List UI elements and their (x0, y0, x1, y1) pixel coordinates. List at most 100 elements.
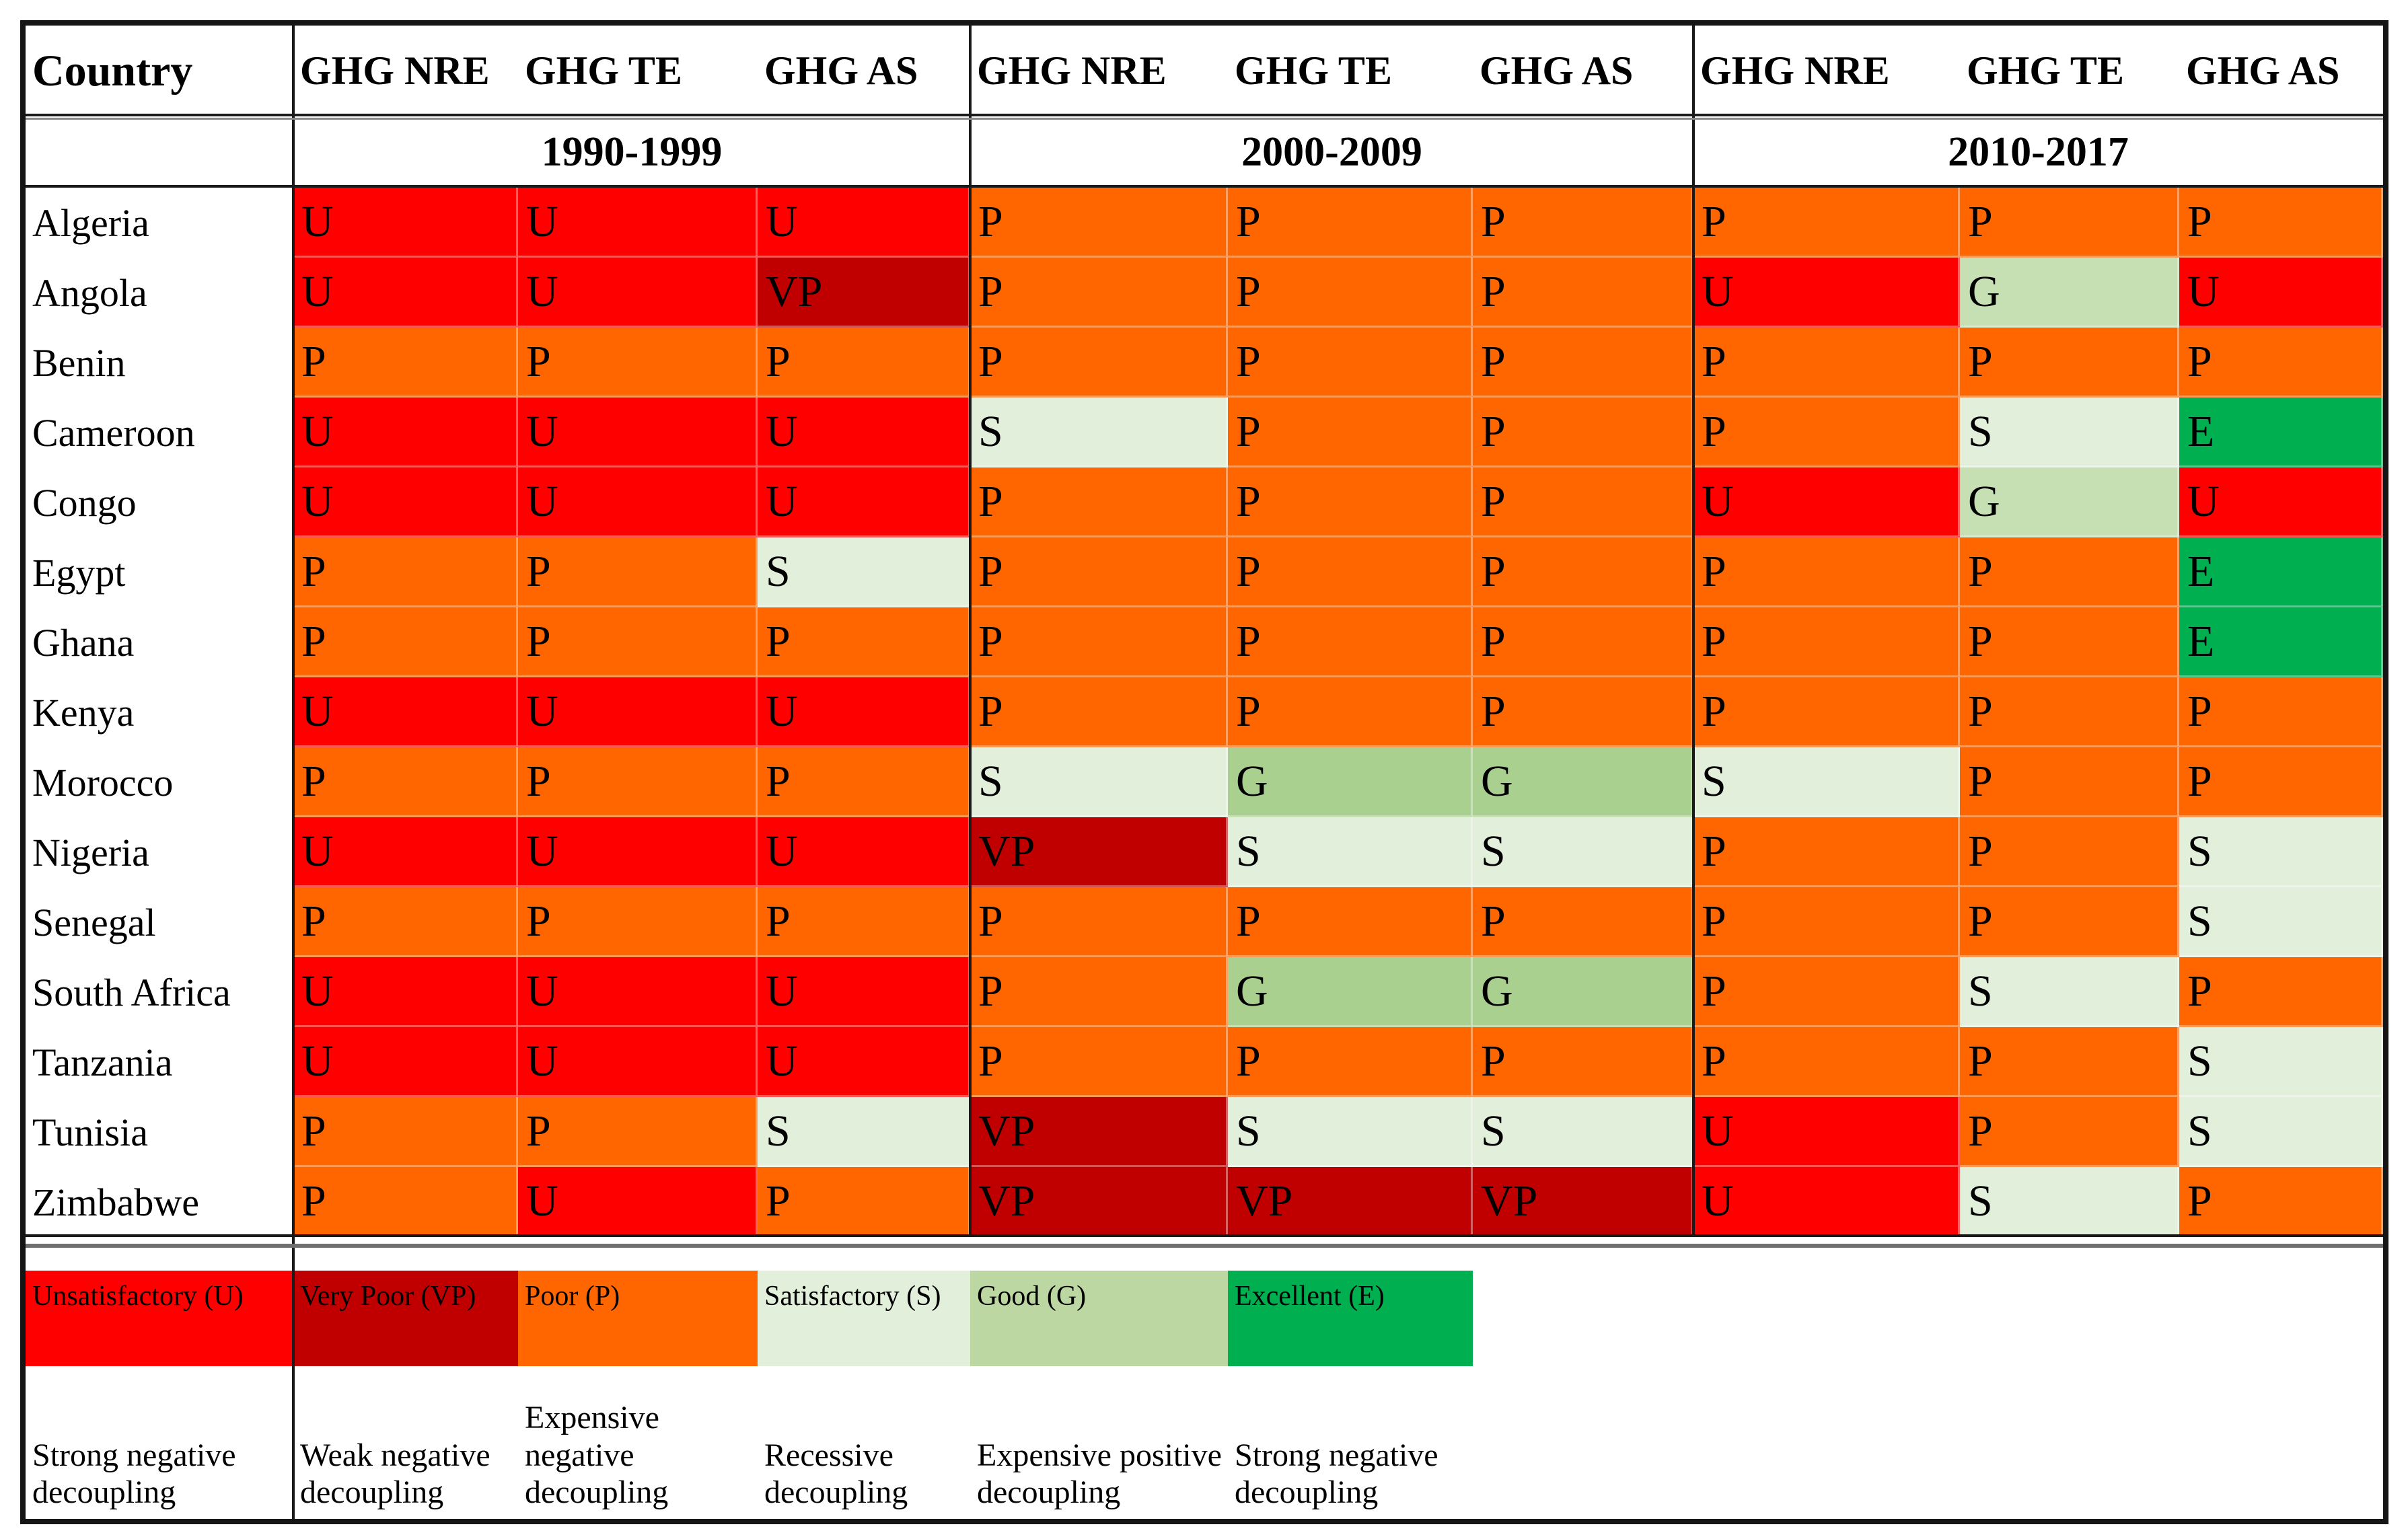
rating-cell: P (1693, 188, 1960, 258)
rating-cell: S (2179, 1027, 2383, 1097)
rating-cell: S (1473, 1097, 1693, 1167)
rating-cell: S (1473, 817, 1693, 887)
rating-cell: U (518, 1027, 758, 1097)
rating-cell: P (970, 467, 1228, 537)
country-cell: Zimbabwe (26, 1167, 293, 1237)
rating-cell: P (970, 957, 1228, 1027)
ghg-decoupling-table: Country GHG NRE GHG TE GHG AS GHG NRE GHG TE G… (20, 20, 2388, 1524)
measure-header: GHG NRE (970, 26, 1228, 116)
legend-swatch: Poor (P) (518, 1271, 758, 1366)
rating-cell: S (1960, 957, 2179, 1027)
legend-definition-filler (1473, 1366, 2383, 1519)
measure-header: GHG AS (758, 26, 970, 116)
rating-cell: P (1960, 677, 2179, 747)
country-cell: Tunisia (26, 1097, 293, 1167)
rating-cell: U (293, 817, 518, 887)
rating-cell: P (970, 607, 1228, 677)
rating-cell: S (1228, 817, 1473, 887)
rating-cell: P (1473, 328, 1693, 398)
legend-definition: Weak negative decoupling (293, 1366, 518, 1519)
rating-cell: P (2179, 747, 2383, 817)
rating-cell: E (2179, 607, 2383, 677)
rating-cell: P (1228, 188, 1473, 258)
rating-cell: S (758, 537, 970, 607)
rating-cell: P (1473, 1027, 1693, 1097)
rating-cell: P (293, 537, 518, 607)
country-cell: Nigeria (26, 817, 293, 887)
rating-cell: E (2179, 537, 2383, 607)
rating-cell: U (518, 398, 758, 467)
rating-cell: P (758, 887, 970, 957)
rating-cell: P (1228, 1027, 1473, 1097)
rating-cell: P (1473, 677, 1693, 747)
rating-cell: U (2179, 467, 2383, 537)
legend-definition: Expensive negative decoupling (518, 1366, 758, 1519)
rating-cell: P (1228, 328, 1473, 398)
rating-cell: P (1960, 328, 2179, 398)
rating-cell: U (518, 817, 758, 887)
rating-cell: P (2179, 957, 2383, 1027)
measure-header: GHG AS (1473, 26, 1693, 116)
rating-cell: U (293, 398, 518, 467)
rating-cell: G (1960, 258, 2179, 328)
rating-cell: P (2179, 328, 2383, 398)
country-header: Country (26, 26, 293, 116)
rating-cell: U (518, 1167, 758, 1237)
rating-cell: P (970, 537, 1228, 607)
rating-cell: P (1228, 537, 1473, 607)
rating-cell: P (970, 188, 1228, 258)
rating-cell: U (293, 467, 518, 537)
rating-cell: U (758, 817, 970, 887)
legend-swatch-filler (1473, 1271, 2383, 1366)
period-header: 2010-2017 (1693, 116, 2383, 188)
rating-cell: P (1228, 467, 1473, 537)
rating-cell: P (1960, 1097, 2179, 1167)
rating-cell: P (1693, 328, 1960, 398)
rating-cell: P (2179, 1167, 2383, 1237)
rating-cell: S (2179, 887, 2383, 957)
country-cell: Cameroon (26, 398, 293, 467)
rating-cell: S (2179, 1097, 2383, 1167)
rating-cell: P (1228, 887, 1473, 957)
rating-cell: S (970, 747, 1228, 817)
rating-cell: P (518, 1097, 758, 1167)
rating-cell: U (758, 957, 970, 1027)
rating-cell: U (293, 957, 518, 1027)
rating-cell: U (518, 188, 758, 258)
country-cell: Egypt (26, 537, 293, 607)
period-header: 1990-1999 (293, 116, 970, 188)
rating-cell: U (2179, 258, 2383, 328)
measure-header: GHG NRE (1693, 26, 1960, 116)
country-cell: South Africa (26, 957, 293, 1027)
rating-cell: P (1960, 747, 2179, 817)
rating-cell: S (758, 1097, 970, 1167)
country-cell: Congo (26, 467, 293, 537)
country-cell: Ghana (26, 607, 293, 677)
rating-cell: P (1960, 1027, 2179, 1097)
rating-cell: P (1693, 1027, 1960, 1097)
rating-cell: U (518, 258, 758, 328)
table-grid: Country GHG NRE GHG TE GHG AS GHG NRE GHG TE G… (26, 26, 2383, 1519)
rating-cell: P (970, 887, 1228, 957)
rating-cell: P (2179, 188, 2383, 258)
rating-cell: U (1693, 467, 1960, 537)
rating-cell: P (518, 537, 758, 607)
rating-cell: U (518, 467, 758, 537)
rating-cell: P (1960, 607, 2179, 677)
rating-cell: U (758, 188, 970, 258)
rating-cell: U (293, 188, 518, 258)
measure-header: GHG NRE (293, 26, 518, 116)
rating-cell: VP (758, 258, 970, 328)
rating-cell: P (293, 747, 518, 817)
rating-cell: P (970, 677, 1228, 747)
legend-swatch: Satisfactory (S) (758, 1271, 970, 1366)
rating-cell: S (2179, 817, 2383, 887)
rating-cell: P (970, 258, 1228, 328)
rating-cell: P (1228, 607, 1473, 677)
rating-cell: P (1693, 607, 1960, 677)
legend-definition: Strong negative decoupling (26, 1366, 293, 1519)
rating-cell: P (1960, 817, 2179, 887)
rating-cell: P (1960, 188, 2179, 258)
rating-cell: U (293, 258, 518, 328)
legend-definition: Strong negative decoupling (1228, 1366, 1473, 1519)
